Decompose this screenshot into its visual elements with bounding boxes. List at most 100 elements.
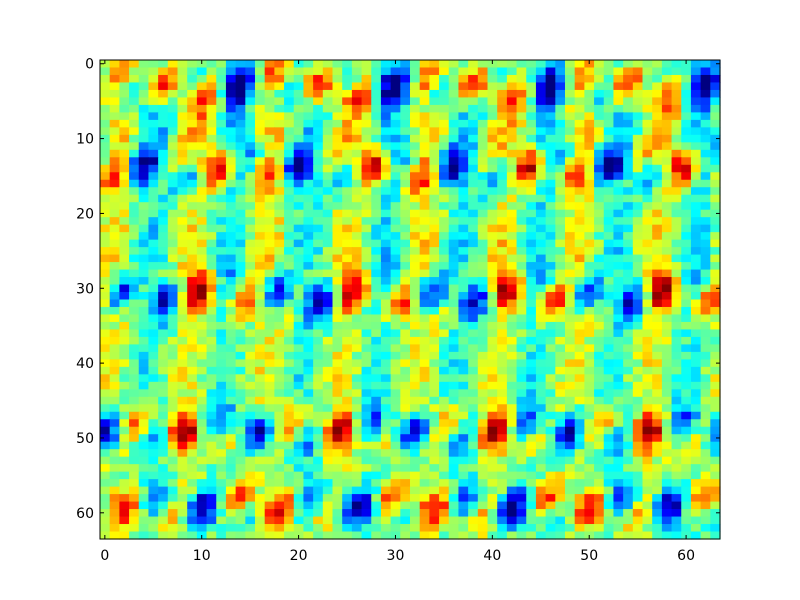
heatmap-cell — [487, 142, 498, 151]
heatmap-cell — [284, 471, 295, 480]
heatmap-cell — [167, 232, 179, 241]
heatmap-cell — [700, 381, 711, 390]
heatmap-cell — [603, 471, 615, 480]
heatmap-cell — [225, 389, 237, 398]
heatmap-cell — [351, 366, 363, 375]
heatmap-cell — [574, 82, 585, 91]
heatmap-cell — [206, 97, 217, 106]
heatmap-cell — [623, 299, 634, 308]
heatmap-cell — [255, 157, 266, 166]
heatmap-cell — [380, 366, 392, 375]
heatmap-cell — [632, 329, 644, 338]
heatmap-cell — [274, 187, 285, 196]
heatmap-cell — [274, 396, 285, 405]
heatmap-cell — [661, 321, 673, 331]
heatmap-cell — [623, 441, 634, 450]
heatmap-cell — [632, 284, 644, 293]
heatmap-cell — [371, 381, 382, 390]
heatmap-cell — [671, 336, 682, 345]
heatmap-cell — [380, 112, 392, 121]
heatmap-cell — [274, 366, 285, 375]
heatmap-cell — [138, 419, 150, 428]
heatmap-cell — [468, 292, 479, 301]
heatmap-cell — [293, 329, 305, 338]
heatmap-cell — [264, 149, 275, 158]
heatmap-cell — [419, 419, 430, 428]
heatmap-cell — [109, 194, 120, 203]
heatmap-cell — [274, 262, 285, 271]
heatmap-cell — [109, 60, 120, 69]
heatmap-cell — [690, 366, 702, 375]
heatmap-cell — [138, 67, 150, 76]
heatmap-cell — [129, 104, 140, 113]
heatmap-cell — [477, 419, 489, 428]
heatmap-cell — [351, 262, 363, 271]
heatmap-cell — [448, 119, 460, 128]
x-tick-label: 40 — [483, 548, 501, 564]
heatmap-cell — [458, 262, 469, 271]
heatmap-cell — [255, 456, 266, 465]
heatmap-cell — [284, 104, 295, 113]
heatmap-cell — [429, 359, 440, 368]
heatmap-cell — [439, 149, 450, 158]
heatmap-cell — [255, 486, 266, 495]
heatmap-cell — [235, 434, 246, 443]
heatmap-cell — [555, 149, 566, 158]
heatmap-cell — [613, 119, 624, 128]
heatmap-cell — [594, 217, 605, 226]
heatmap-cell — [293, 187, 305, 196]
heatmap-cell — [100, 336, 111, 345]
heatmap-cell — [710, 404, 721, 413]
heatmap-cell — [594, 97, 605, 106]
heatmap-cell — [158, 82, 169, 91]
heatmap-cell — [652, 89, 663, 99]
heatmap-cell — [642, 127, 653, 136]
heatmap-cell — [671, 74, 682, 84]
heatmap-cell — [351, 172, 363, 181]
heatmap-cell — [652, 292, 663, 301]
heatmap-cell — [661, 67, 673, 76]
heatmap-cell — [429, 269, 440, 278]
heatmap-cell — [158, 396, 169, 405]
heatmap-cell — [196, 217, 208, 226]
heatmap-cell — [109, 486, 120, 495]
heatmap-cell — [158, 209, 169, 218]
heatmap-cell — [555, 351, 566, 360]
heatmap-cell — [129, 60, 140, 69]
heatmap-cell — [565, 232, 576, 241]
heatmap-cell — [138, 172, 150, 181]
heatmap-cell — [661, 112, 673, 121]
heatmap-cell — [225, 486, 237, 495]
heatmap-cell — [671, 366, 682, 375]
heatmap-cell — [303, 449, 314, 458]
heatmap-cell — [322, 306, 334, 316]
heatmap-cell — [603, 284, 615, 293]
heatmap-cell — [138, 232, 150, 241]
heatmap-cell — [419, 194, 430, 203]
heatmap-cell — [390, 74, 401, 84]
heatmap-cell — [671, 524, 682, 533]
heatmap-cell — [574, 149, 585, 158]
heatmap-cell — [332, 486, 343, 495]
heatmap-cell — [632, 336, 644, 345]
heatmap-cell — [206, 142, 217, 151]
heatmap-cell — [710, 426, 721, 435]
heatmap-cell — [652, 142, 663, 151]
heatmap-cell — [603, 112, 615, 121]
heatmap-cell — [594, 142, 605, 151]
heatmap-cell — [584, 119, 595, 128]
heatmap-cell — [535, 292, 547, 301]
heatmap-cell — [516, 479, 527, 488]
heatmap-cell — [516, 104, 527, 113]
heatmap-cell — [448, 97, 460, 106]
heatmap-cell — [138, 112, 150, 121]
heatmap-cell — [187, 449, 198, 458]
heatmap-cell — [351, 479, 363, 488]
heatmap-cell — [439, 426, 450, 435]
heatmap-cell — [487, 419, 498, 428]
heatmap-cell — [284, 501, 295, 510]
heatmap-cell — [439, 164, 450, 173]
heatmap-cell — [448, 321, 460, 331]
heatmap-cell — [255, 501, 266, 510]
heatmap-cell — [303, 142, 314, 151]
